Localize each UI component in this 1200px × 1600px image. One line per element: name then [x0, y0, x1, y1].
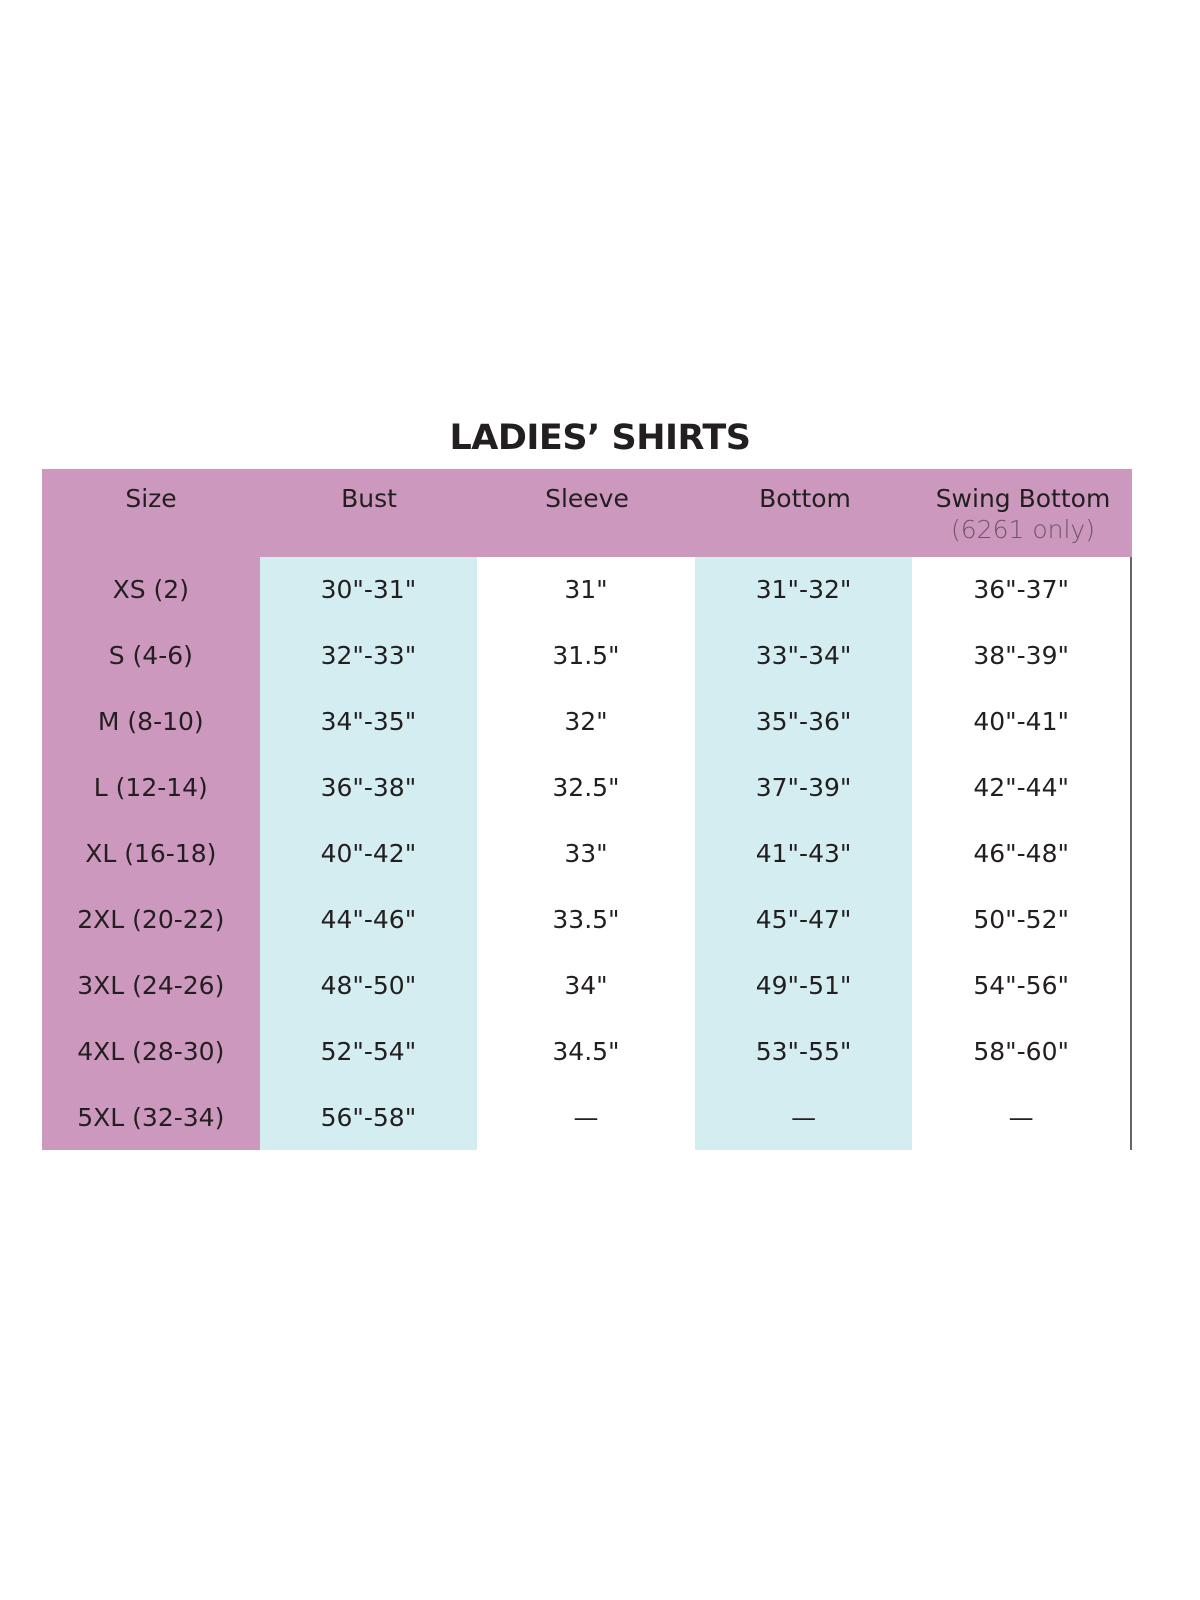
size-chart-table: Size Bust Sleeve Bottom Swing Bottom (626… [42, 469, 1132, 1150]
cell-bust: 48"-50" [320, 970, 417, 1000]
header-label: Bottom [759, 484, 851, 513]
cell-bottom: 45"-47" [755, 904, 852, 934]
cell-sleeve: 34" [564, 970, 608, 1000]
cell-bust: 56"-58" [320, 1102, 417, 1132]
chart-title: LADIES’ SHIRTS [449, 418, 751, 458]
cell-sleeve: 32.5" [552, 773, 620, 803]
column-bust: 30"-31" 32"-33" 34"-35" 36"-38" 40"-42" 44"-4… [259, 557, 478, 1150]
cell-bust: 32"-33" [320, 641, 417, 671]
cell-bottom: 53"-55" [755, 1036, 852, 1066]
cell-bottom: 41"-43" [755, 839, 852, 868]
cell-bust: 52"-54" [320, 1036, 417, 1066]
cell-bust: 40"-42" [320, 839, 417, 868]
header-sleeve: Sleeve [478, 469, 696, 557]
header-label: Size [125, 484, 177, 513]
cell-bottom: 37"-39" [755, 773, 852, 803]
cell-swing-bottom: 50"-52" [973, 904, 1069, 934]
header-bust: Bust [260, 469, 478, 557]
header-size: Size [42, 469, 260, 557]
cell-swing-bottom: 58"-60" [973, 1036, 1069, 1066]
cell-size: 4XL (28-30) [77, 1036, 225, 1066]
header-label: Bust [341, 484, 397, 513]
cell-bottom: 35"-36" [755, 707, 852, 737]
cell-sleeve: 32" [564, 707, 608, 737]
column-size: XS (2) S (4-6) M (8-10) L (12-14) XL (16-18)… [42, 557, 260, 1150]
cell-size: 5XL (32-34) [77, 1102, 225, 1132]
cell-sleeve: 31" [564, 575, 608, 605]
cell-size: XS (2) [112, 575, 189, 605]
cell-bottom: 33"-34" [755, 641, 852, 671]
header-swing-bottom: Swing Bottom (6261 only) [914, 469, 1132, 557]
cell-sleeve: 31.5" [552, 641, 620, 671]
header-bottom: Bottom [696, 469, 914, 557]
header-row: Size Bust Sleeve Bottom Swing Bottom (626… [42, 469, 1132, 557]
cell-sleeve: 34.5" [552, 1036, 620, 1066]
cell-swing-bottom: 46"-48" [973, 839, 1069, 868]
cell-swing-bottom: 36"-37" [973, 575, 1069, 605]
cell-sleeve: 33" [564, 839, 608, 868]
cell-sleeve: — [573, 1102, 599, 1132]
cell-sleeve: 33.5" [552, 904, 620, 934]
column-swing-bottom: 36"-37" 38"-39" 40"-41" 42"-44" 46"-48" 50"-5… [912, 557, 1130, 1150]
cell-bottom: 31"-32" [755, 575, 852, 605]
header-label: Sleeve [545, 484, 629, 513]
cell-swing-bottom: 42"-44" [973, 773, 1069, 803]
cell-size: XL (16-18) [85, 839, 217, 868]
cell-swing-bottom: 54"-56" [973, 970, 1069, 1000]
cell-size: S (4-6) [108, 641, 193, 671]
cell-size: 2XL (20-22) [77, 904, 225, 934]
cell-size: 3XL (24-26) [77, 970, 225, 1000]
cell-swing-bottom: 38"-39" [973, 641, 1069, 671]
cell-size: M (8-10) [97, 707, 204, 737]
cell-bust: 30"-31" [320, 575, 417, 605]
cell-bottom: 49"-51" [755, 970, 852, 1000]
column-sleeve: 31" 31.5" 32" 32.5" 33" 33.5" 34" 34.5" — [477, 557, 695, 1150]
cell-bust: 44"-46" [320, 904, 417, 934]
table-body: XS (2) S (4-6) M (8-10) L (12-14) XL (16-18)… [42, 557, 1132, 1150]
header-note: (6261 only) [951, 515, 1095, 544]
cell-swing-bottom: — [1008, 1102, 1034, 1132]
cell-size: L (12-14) [93, 773, 208, 803]
cell-bust: 36"-38" [320, 773, 417, 803]
column-bottom: 31"-32" 33"-34" 35"-36" 37"-39" 41"-43" 45"-4… [694, 557, 913, 1150]
cell-swing-bottom: 40"-41" [973, 707, 1069, 737]
cell-bust: 34"-35" [320, 707, 417, 737]
cell-bottom: — [791, 1102, 817, 1132]
header-label: Swing Bottom [935, 484, 1111, 513]
